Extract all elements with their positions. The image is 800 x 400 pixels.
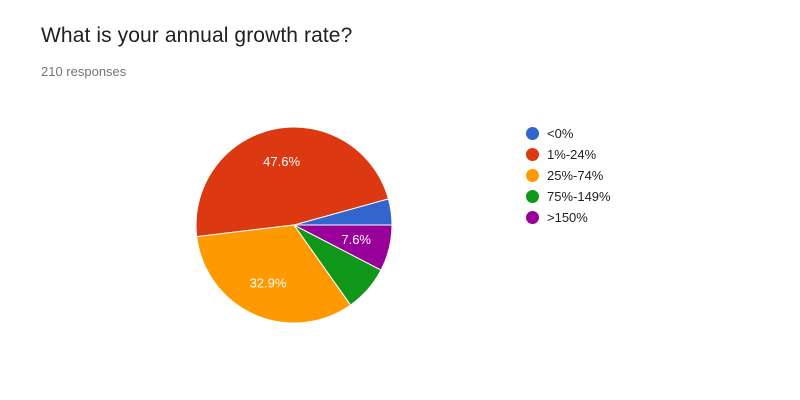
slice-label-2: 47.6%: [263, 154, 300, 169]
legend-label: 75%-149%: [547, 189, 611, 204]
legend-swatch-icon: [526, 190, 539, 203]
chart-title: What is your annual growth rate?: [41, 24, 353, 47]
pie-slice-5[interactable]: [293, 224, 393, 271]
legend-label: <0%: [547, 126, 574, 141]
legend-label: >150%: [547, 210, 588, 225]
pie-slice-3[interactable]: [196, 224, 352, 324]
legend-swatch-icon: [526, 127, 539, 140]
pie-slice-2[interactable]: [195, 126, 390, 238]
legend-item-2[interactable]: 1%-24%: [526, 144, 611, 165]
legend-item-1[interactable]: <0%: [526, 123, 611, 144]
legend-label: 1%-24%: [547, 147, 597, 162]
legend-item-4[interactable]: 75%-149%: [526, 186, 611, 207]
chart-legend: <0% 1%-24% 25%-74% 75%-149% >150%: [526, 123, 611, 228]
legend-swatch-icon: [526, 169, 539, 182]
legend-label: 25%-74%: [547, 168, 604, 183]
legend-swatch-icon: [526, 211, 539, 224]
legend-item-3[interactable]: 25%-74%: [526, 165, 611, 186]
response-count: 210 responses: [41, 64, 127, 79]
legend-item-5[interactable]: >150%: [526, 207, 611, 228]
legend-swatch-icon: [526, 148, 539, 161]
slice-label-3: 32.9%: [250, 275, 287, 290]
slice-label-5: 7.6%: [341, 232, 371, 247]
